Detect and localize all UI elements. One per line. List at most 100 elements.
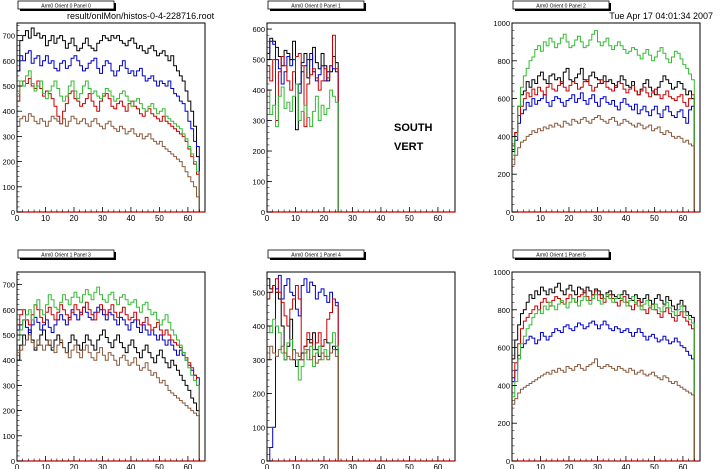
y-tick-label: 1000	[493, 268, 510, 277]
series-line-0	[17, 27, 203, 213]
y-tick-label: 600	[252, 25, 265, 34]
panel-title: Arm0 Orient 1 Panel 4	[291, 253, 341, 259]
y-tick-label: 400	[252, 86, 265, 95]
series-line-2	[267, 34, 342, 213]
x-tick-label: 60	[433, 214, 442, 223]
panel-title: Arm0 Orient 0 Panel 1	[291, 4, 341, 10]
panel-5: Arm0 Orient 1 Panel 50 10 20 30 40 50 60020040…	[493, 249, 701, 469]
y-tick-label: 600	[2, 306, 15, 315]
x-tick-label: 50	[155, 214, 164, 223]
x-tick-label: 20	[70, 463, 79, 469]
panel-title: Arm0 Orient 0 Panel 2	[536, 4, 586, 10]
x-tick-label: 50	[405, 214, 414, 223]
series-line-4	[512, 358, 698, 462]
y-tick-label: 400	[252, 322, 265, 331]
panel-0: Arm0 Orient 0 Panel 00 10 20 30 40 50 60010020…	[2, 0, 206, 223]
y-tick-label: 700	[2, 32, 15, 41]
series-line-3	[512, 30, 698, 213]
y-tick-label: 500	[252, 288, 265, 297]
series-line-1	[267, 274, 342, 462]
x-tick-label: 50	[650, 463, 659, 469]
x-tick-label: 10	[291, 463, 300, 469]
y-tick-label: 400	[2, 107, 15, 116]
series-line-1	[512, 320, 698, 462]
x-tick-label: 30	[593, 463, 602, 469]
y-tick-label: 600	[2, 57, 15, 66]
series-line-2	[17, 301, 203, 462]
y-tick-label: 600	[497, 95, 510, 104]
y-tick-label: 0	[506, 208, 510, 217]
y-tick-label: 0	[11, 208, 15, 217]
x-tick-label: 0	[510, 463, 515, 469]
series-line-0	[267, 37, 342, 213]
series-line-2	[267, 278, 342, 462]
y-tick-label: 400	[497, 132, 510, 141]
y-tick-label: 700	[2, 281, 15, 290]
series-line-2	[17, 77, 203, 213]
y-tick-label: 0	[261, 208, 265, 217]
y-tick-label: 1000	[493, 19, 510, 28]
panel-title-box: Arm0 Orient 0 Panel 1	[267, 0, 366, 11]
x-tick-label: 40	[376, 214, 385, 223]
plot-frame	[16, 22, 206, 213]
x-tick-label: 20	[70, 214, 79, 223]
x-tick-label: 0	[15, 463, 20, 469]
y-tick-label: 800	[497, 57, 510, 66]
y-tick-label: 200	[252, 390, 265, 399]
x-tick-label: 20	[565, 214, 574, 223]
y-tick-label: 500	[252, 56, 265, 65]
panel-title-box: Arm0 Orient 1 Panel 5	[512, 249, 611, 260]
series-line-4	[267, 345, 342, 462]
x-tick-label: 10	[291, 214, 300, 223]
panel-title-box: Arm0 Orient 1 Panel 3	[17, 249, 116, 260]
series-line-2	[512, 79, 698, 213]
panel-title: Arm0 Orient 1 Panel 5	[536, 253, 586, 259]
x-tick-label: 30	[98, 463, 107, 469]
series-line-2	[512, 290, 698, 462]
x-tick-label: 0	[265, 214, 270, 223]
arm-label: SOUTH	[394, 122, 433, 134]
series-line-4	[17, 113, 203, 213]
y-tick-label: 200	[497, 170, 510, 179]
x-tick-label: 30	[593, 214, 602, 223]
y-tick-label: 800	[497, 306, 510, 315]
x-tick-label: 0	[265, 463, 270, 469]
panel-title-box: Arm0 Orient 0 Panel 2	[512, 0, 611, 11]
panel-2: Arm0 Orient 0 Panel 20 10 20 30 40 50 60020040…	[493, 0, 701, 223]
series-line-3	[512, 294, 698, 462]
x-tick-label: 10	[41, 214, 50, 223]
y-tick-label: 100	[252, 178, 265, 187]
y-tick-label: 0	[261, 457, 265, 466]
title-box-frame	[512, 0, 610, 10]
x-tick-label: 40	[621, 463, 630, 469]
y-tick-label: 100	[2, 432, 15, 441]
y-tick-label: 300	[2, 381, 15, 390]
x-tick-label: 40	[126, 463, 135, 469]
y-tick-label: 600	[497, 344, 510, 353]
x-tick-label: 20	[565, 463, 574, 469]
series-line-0	[512, 67, 698, 213]
y-tick-label: 500	[2, 331, 15, 340]
panel-title: Arm0 Orient 0 Panel 0	[41, 4, 91, 10]
y-tick-label: 400	[497, 381, 510, 390]
series-line-4	[17, 334, 203, 462]
series-line-3	[267, 318, 342, 462]
panel-4: Arm0 Orient 1 Panel 4 0 10 20 30 40 50 60 0 100 20…	[252, 249, 456, 469]
y-tick-label: 200	[2, 407, 15, 416]
series-line-3	[17, 70, 203, 213]
y-tick-label: 200	[252, 147, 265, 156]
panel-3: Arm0 Orient 1 Panel 30 10 20 30 40 50 60010020…	[2, 249, 206, 469]
title-box-frame	[512, 249, 610, 259]
x-tick-label: 10	[536, 463, 545, 469]
x-tick-label: 60	[678, 214, 687, 223]
x-tick-label: 50	[405, 463, 414, 469]
x-tick-label: 60	[678, 463, 687, 469]
panel-1: Arm0 Orient 0 Panel 10 10 20 30 40 50 60010020…	[252, 0, 456, 223]
x-tick-label: 60	[183, 463, 192, 469]
x-tick-label: 10	[536, 214, 545, 223]
y-tick-label: 200	[2, 158, 15, 167]
panel-title: Arm0 Orient 1 Panel 3	[41, 253, 91, 259]
x-tick-label: 0	[510, 214, 515, 223]
series-line-1	[512, 92, 698, 213]
